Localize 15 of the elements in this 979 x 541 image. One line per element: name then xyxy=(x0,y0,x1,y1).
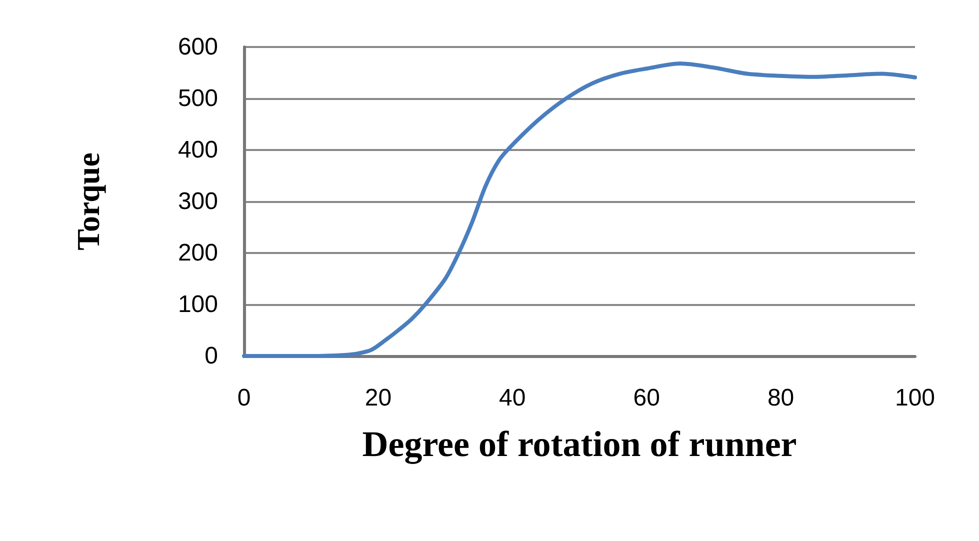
x-tick-label: 0 xyxy=(237,384,251,412)
x-tick-label: 20 xyxy=(364,384,392,412)
y-tick-label: 500 xyxy=(178,85,218,112)
x-tick-label: 60 xyxy=(633,384,660,412)
y-tick-label: 300 xyxy=(178,188,218,215)
x-tick-label: 40 xyxy=(499,384,526,412)
x-tick-label: 100 xyxy=(894,384,936,412)
y-tick-label: 400 xyxy=(178,136,218,164)
y-axis-title: Torque xyxy=(70,152,106,250)
x-axis-title: Degree of rotation of runner xyxy=(362,424,797,464)
y-tick-label: 100 xyxy=(178,291,218,318)
x-tick-label: 80 xyxy=(767,384,794,412)
y-tick-label: 600 xyxy=(178,34,218,60)
y-tick-label: 0 xyxy=(204,342,218,370)
y-tick-label: 200 xyxy=(178,240,218,266)
